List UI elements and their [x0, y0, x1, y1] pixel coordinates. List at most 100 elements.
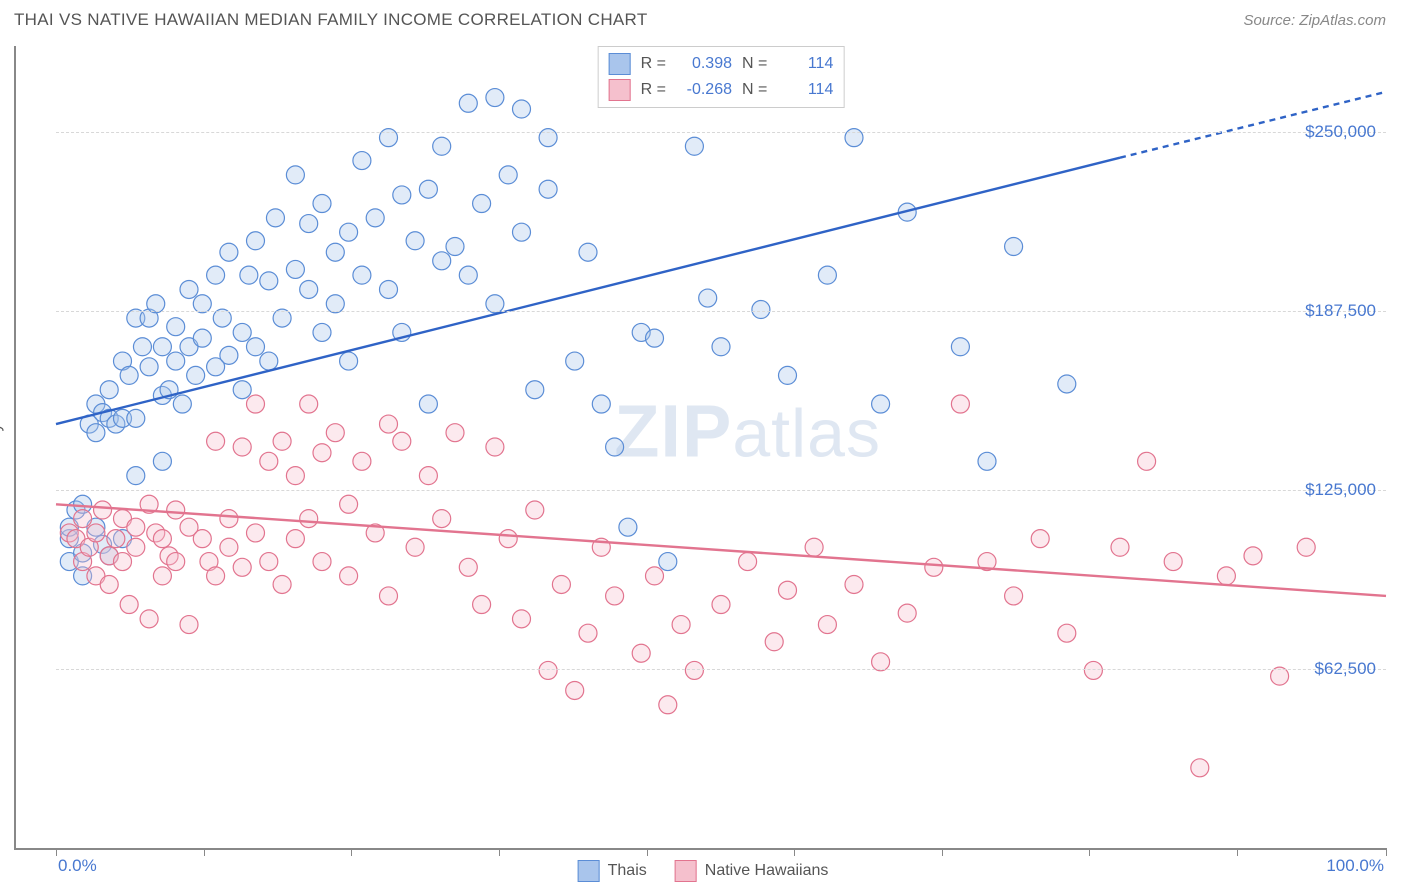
- data-point: [153, 338, 171, 356]
- data-point: [486, 438, 504, 456]
- legend-label-thais: Thais: [608, 862, 647, 880]
- data-point: [300, 510, 318, 528]
- data-point: [925, 558, 943, 576]
- data-point: [619, 518, 637, 536]
- data-point: [167, 318, 185, 336]
- data-point: [153, 530, 171, 548]
- data-point: [419, 395, 437, 413]
- data-point: [173, 395, 191, 413]
- data-point: [140, 610, 158, 628]
- swatch-hawaiians-icon: [675, 860, 697, 882]
- r-label: R =: [641, 81, 666, 99]
- x-tick: [1089, 848, 1090, 856]
- y-tick-label: $250,000: [1305, 122, 1376, 142]
- r-label: R =: [641, 55, 666, 73]
- data-point: [672, 616, 690, 634]
- data-point: [552, 575, 570, 593]
- data-point: [74, 510, 92, 528]
- x-tick: [1386, 848, 1387, 856]
- data-point: [127, 538, 145, 556]
- r-value-thais: 0.398: [676, 55, 732, 73]
- data-point: [167, 553, 185, 571]
- data-point: [779, 366, 797, 384]
- data-point: [300, 395, 318, 413]
- data-point: [526, 381, 544, 399]
- data-point: [107, 530, 125, 548]
- data-point: [313, 323, 331, 341]
- data-point: [1031, 530, 1049, 548]
- data-point: [286, 166, 304, 184]
- y-tick-label: $125,000: [1305, 480, 1376, 500]
- n-value-thais: 114: [777, 55, 833, 73]
- data-point: [326, 424, 344, 442]
- data-point: [380, 415, 398, 433]
- data-point: [353, 152, 371, 170]
- data-point: [579, 624, 597, 642]
- data-point: [459, 266, 477, 284]
- data-point: [818, 616, 836, 634]
- data-point: [220, 538, 238, 556]
- n-value-hawaiians: 114: [777, 81, 833, 99]
- data-point: [951, 338, 969, 356]
- legend-row-hawaiians: R = -0.268 N = 114: [609, 77, 834, 103]
- chart-title: THAI VS NATIVE HAWAIIAN MEDIAN FAMILY IN…: [14, 10, 648, 30]
- data-point: [340, 352, 358, 370]
- data-point: [180, 616, 198, 634]
- data-point: [207, 567, 225, 585]
- x-tick: [204, 848, 205, 856]
- x-tick: [647, 848, 648, 856]
- data-point: [233, 381, 251, 399]
- data-point: [393, 432, 411, 450]
- data-point: [240, 266, 258, 284]
- data-point: [340, 567, 358, 585]
- data-point: [326, 243, 344, 261]
- data-point: [260, 272, 278, 290]
- data-point: [446, 424, 464, 442]
- data-point: [659, 696, 677, 714]
- source-label: Source: ZipAtlas.com: [1243, 12, 1386, 29]
- legend-item-thais: Thais: [578, 860, 647, 882]
- data-point: [300, 280, 318, 298]
- n-label: N =: [742, 81, 767, 99]
- data-point: [765, 633, 783, 651]
- data-point: [114, 553, 132, 571]
- data-point: [313, 195, 331, 213]
- data-point: [180, 280, 198, 298]
- data-point: [100, 575, 118, 593]
- data-point: [406, 538, 424, 556]
- data-point: [260, 553, 278, 571]
- trend-line: [56, 504, 1386, 596]
- data-point: [1138, 452, 1156, 470]
- data-point: [419, 180, 437, 198]
- data-point: [752, 301, 770, 319]
- data-point: [266, 209, 284, 227]
- data-point: [685, 137, 703, 155]
- gridline: [56, 669, 1386, 670]
- data-point: [898, 604, 916, 622]
- data-point: [153, 452, 171, 470]
- x-tick: [942, 848, 943, 856]
- data-point: [513, 610, 531, 628]
- data-point: [120, 596, 138, 614]
- data-point: [539, 180, 557, 198]
- data-point: [353, 266, 371, 284]
- data-point: [579, 243, 597, 261]
- data-point: [233, 558, 251, 576]
- data-point: [739, 553, 757, 571]
- data-point: [592, 395, 610, 413]
- data-point: [167, 352, 185, 370]
- data-point: [978, 452, 996, 470]
- data-point: [433, 252, 451, 270]
- r-value-hawaiians: -0.268: [676, 81, 732, 99]
- data-point: [127, 467, 145, 485]
- data-point: [646, 567, 664, 585]
- gridline: [56, 311, 1386, 312]
- data-point: [247, 524, 265, 542]
- data-point: [712, 338, 730, 356]
- data-point: [566, 352, 584, 370]
- scatter-svg: [56, 46, 1386, 848]
- n-label: N =: [742, 55, 767, 73]
- data-point: [340, 223, 358, 241]
- data-point: [1111, 538, 1129, 556]
- data-point: [513, 223, 531, 241]
